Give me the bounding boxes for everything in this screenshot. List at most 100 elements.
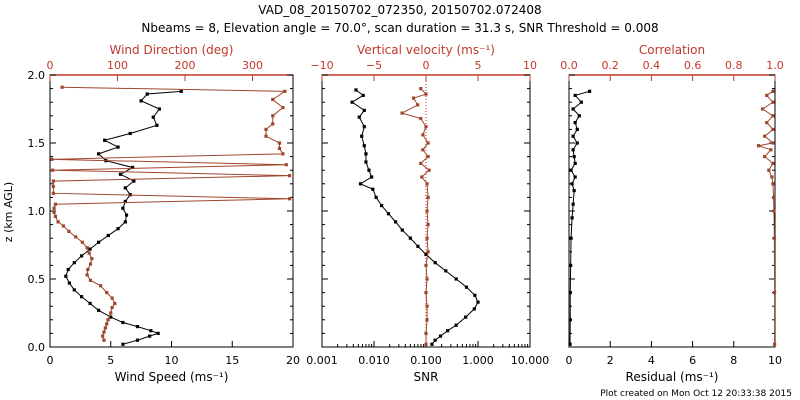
- correlation-series-0-point: [568, 318, 572, 322]
- correlation-series-1-point: [772, 291, 777, 295]
- wind-series-0-point: [103, 138, 107, 142]
- vertical-velocity-series-0-point: [374, 195, 378, 199]
- correlation-series-1-point: [771, 114, 775, 118]
- correlation-x-tick-label: 6: [689, 354, 696, 367]
- wind-series-1-point: [106, 318, 110, 322]
- vertical-velocity-series-0-point: [362, 125, 366, 129]
- wind-series-0-point: [157, 107, 161, 111]
- wind-series-0-point: [156, 331, 160, 335]
- correlation-series-0-point: [568, 342, 572, 346]
- vertical-velocity-series-0-point: [438, 334, 443, 338]
- wind-series-1-point: [86, 267, 90, 272]
- wind-series-1-line: [52, 86, 290, 341]
- vertical-velocity-series-0-point: [400, 228, 404, 232]
- correlation-series-1-point: [769, 148, 773, 152]
- correlation-frame: [568, 74, 776, 348]
- wind-series-0-point: [123, 199, 127, 204]
- vertical-velocity-series-1-point: [424, 342, 428, 346]
- wind-series-1-point: [67, 229, 71, 233]
- wind-series-1-point: [113, 301, 117, 306]
- vertical-velocity-series-0-point: [393, 220, 398, 224]
- correlation-x2-tick-label: 0.0: [560, 59, 578, 72]
- vertical-velocity-series-1-point: [419, 87, 423, 91]
- wind-series-1-point: [277, 146, 282, 151]
- wind-x2-tick-label: 300: [242, 59, 263, 72]
- vertical-velocity-series-0-point: [464, 285, 469, 289]
- vertical-velocity-x-tick-label: 0.001: [306, 354, 338, 367]
- correlation-series-0-point: [571, 148, 575, 152]
- correlation-series-0-point: [575, 141, 579, 145]
- correlation-series-1-point: [767, 168, 771, 172]
- correlation-series-0-point: [573, 161, 577, 165]
- wind-series-0-point: [97, 308, 101, 312]
- wind-series-1-point: [99, 284, 103, 288]
- wind-series-0-point: [116, 227, 120, 231]
- correlation-series-1-point: [772, 209, 776, 213]
- wind-y-tick-label: 1.0: [28, 205, 46, 218]
- vertical-velocity-x-tick-label: 10.000: [511, 354, 550, 367]
- correlation-series-0-point: [570, 216, 574, 220]
- wind-series-0-point: [128, 131, 132, 136]
- vertical-velocity-series-1-point: [421, 133, 425, 137]
- correlation-x-axis-label: Residual (ms⁻¹): [626, 370, 719, 384]
- correlation-x2-tick-label: 0.6: [684, 59, 702, 72]
- correlation-series-1-point: [771, 127, 775, 131]
- wind-series-0-point: [106, 233, 110, 238]
- figure-title: VAD_08_20150702_072350, 20150702.072408: [258, 3, 541, 17]
- wind-series-1-point: [109, 311, 113, 315]
- vertical-velocity-series-1-point: [425, 277, 429, 281]
- vertical-velocity-series-0-point: [354, 88, 358, 92]
- correlation-series-1-point: [771, 100, 775, 104]
- wind-series-0-point: [148, 334, 152, 338]
- wind-frame: [49, 74, 294, 348]
- wind-series-0-point: [72, 288, 76, 292]
- wind-series-0-point: [88, 301, 92, 306]
- vertical-velocity-x2-tick-label: −5: [366, 59, 382, 72]
- vertical-velocity-series-1-point: [426, 223, 430, 227]
- wind-series-0-point: [97, 152, 101, 156]
- vertical-velocity-series-0-point: [416, 244, 420, 248]
- wind-series-1-point: [281, 106, 285, 110]
- wind-series-1-point: [271, 97, 275, 102]
- wind-series-1-point: [51, 179, 55, 183]
- wind-series-0-point: [151, 115, 155, 119]
- vertical-velocity-series-0-point: [408, 236, 412, 240]
- correlation-series-0-point: [573, 121, 577, 125]
- wind-series-1-point: [56, 220, 60, 224]
- correlation-series-1-point: [765, 93, 769, 97]
- wind-x-tick-label: 0: [47, 354, 54, 367]
- vertical-velocity-series-0-point: [362, 144, 366, 148]
- correlation-series-0-point: [569, 263, 573, 267]
- wind-series-1-point: [271, 114, 275, 118]
- wind-series-0-point: [179, 89, 183, 93]
- footer-note: Plot created on Mon Oct 12 20:33:38 2015: [600, 389, 792, 399]
- wind-series-0-point: [88, 247, 92, 251]
- wind-x-tick-label: 5: [107, 354, 114, 367]
- correlation-panel: 0 2 4 6 8 10 Residual (ms⁻¹) 0.0 0.2 0.4 0.6 0.8 1.0…: [560, 43, 784, 384]
- vertical-velocity-panel: 0.001 0.010 0.100 1.000 10.000 SNR −10 −5 0 5 10 Ve…: [306, 43, 549, 384]
- vertical-velocity-series-0-point: [444, 269, 448, 273]
- wind-series-1-point: [51, 191, 55, 195]
- vertical-velocity-series-1-point: [424, 263, 428, 267]
- wind-series-0-point: [116, 145, 120, 149]
- wind-series-0-point: [97, 240, 101, 244]
- correlation-series-1-point: [765, 121, 769, 125]
- vertical-velocity-x-axis-label: SNR: [414, 370, 439, 384]
- correlation-series-0-point: [573, 93, 577, 97]
- correlation-series-1-point: [772, 342, 777, 346]
- wind-series-1-point: [85, 246, 89, 250]
- wind-series-0-point: [64, 274, 68, 278]
- correlation-series-1-point: [763, 134, 767, 138]
- vertical-velocity-series-1-point: [419, 116, 423, 121]
- wind-x-tick-label: 20: [286, 354, 300, 367]
- wind-series-0-point: [135, 338, 140, 342]
- vertical-velocity-series-0-point: [371, 187, 375, 191]
- vertical-velocity-x2-tick-label: 0: [423, 59, 430, 72]
- vertical-velocity-x2-axis-label: Vertical velocity (ms⁻¹): [357, 43, 495, 57]
- wind-series-1-point: [52, 206, 56, 210]
- correlation-x-tick-label: 4: [648, 354, 655, 367]
- wind-series-1-point: [51, 168, 55, 172]
- wind-series-1-point: [281, 152, 285, 156]
